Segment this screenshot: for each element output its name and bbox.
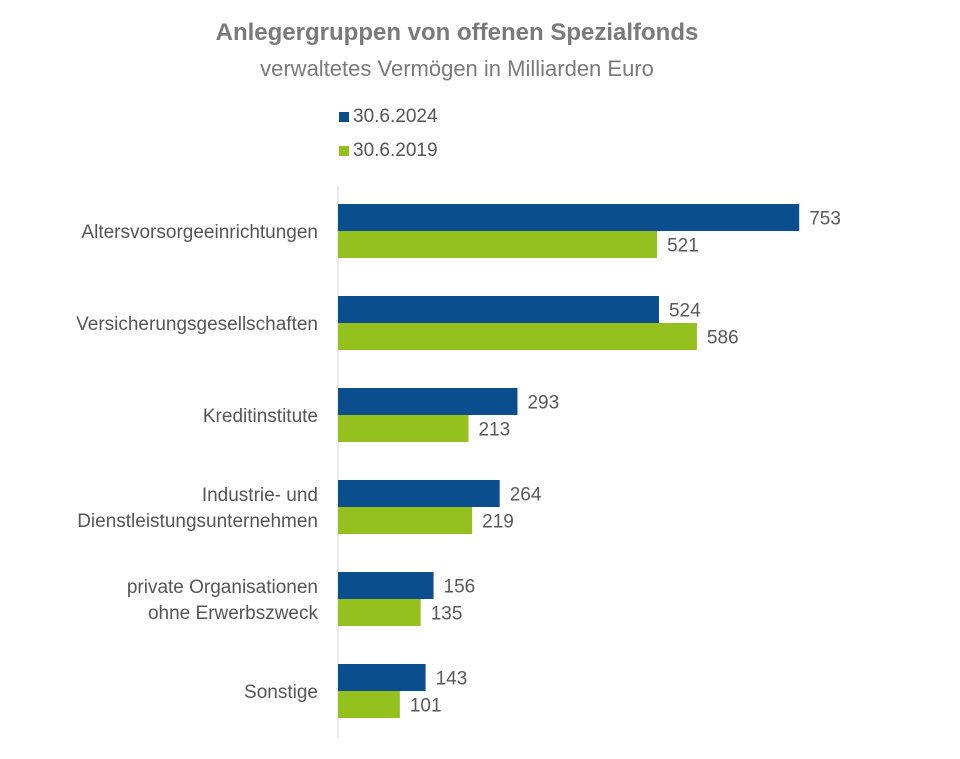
bar-series-2 [338, 323, 697, 350]
legend-swatch-1 [339, 112, 349, 122]
bar-series-1 [338, 296, 659, 323]
legend-swatch-2 [339, 146, 349, 156]
category-label: Altersvorsorgeeinrichtungen [81, 222, 318, 243]
chart-subtitle: verwaltetes Vermögen in Milliarden Euro [260, 56, 654, 81]
bar-series-2 [338, 691, 400, 718]
bars [338, 204, 800, 718]
bar-series-2 [338, 415, 469, 442]
legend: 30.6.2024 30.6.2019 [339, 106, 438, 161]
category-label: Industrie- und [202, 485, 318, 506]
bar-series-1 [338, 388, 518, 415]
bar-series-1 [338, 480, 500, 507]
data-label: 135 [431, 604, 463, 625]
legend-label-2: 30.6.2019 [353, 140, 438, 161]
data-label: 753 [809, 209, 841, 230]
category-label: Dienstleistungsunternehmen [77, 511, 318, 532]
data-label: 219 [482, 512, 514, 533]
data-label: 213 [478, 420, 510, 441]
bar-series-2 [338, 507, 473, 534]
data-label: 156 [444, 577, 476, 598]
bar-series-2 [338, 231, 658, 258]
category-labels: Altersvorsorgeeinrichtungen Versicherungs… [76, 222, 318, 703]
bar-series-1 [338, 572, 434, 599]
chart-title: Anlegergruppen von offenen Spezialfonds [216, 19, 699, 46]
data-label: 293 [527, 393, 559, 414]
data-label: 524 [669, 301, 701, 322]
data-label: 101 [410, 696, 442, 717]
category-label: Sonstige [244, 682, 318, 703]
data-label: 143 [436, 669, 468, 690]
data-label: 264 [510, 485, 542, 506]
category-label: private Organisationen [127, 577, 318, 598]
bar-series-1 [338, 664, 426, 691]
data-label: 586 [707, 328, 739, 349]
data-label: 521 [667, 236, 699, 257]
legend-label-1: 30.6.2024 [353, 106, 438, 127]
category-label: Versicherungsgesellschaften [76, 314, 318, 335]
bar-series-1 [338, 204, 800, 231]
value-labels: 753 521 524 586 293 213 264 219 156 135 143 101 [410, 209, 841, 717]
category-label: ohne Erwerbszweck [148, 603, 319, 624]
category-label: Kreditinstitute [203, 406, 318, 427]
bar-series-2 [338, 599, 421, 626]
